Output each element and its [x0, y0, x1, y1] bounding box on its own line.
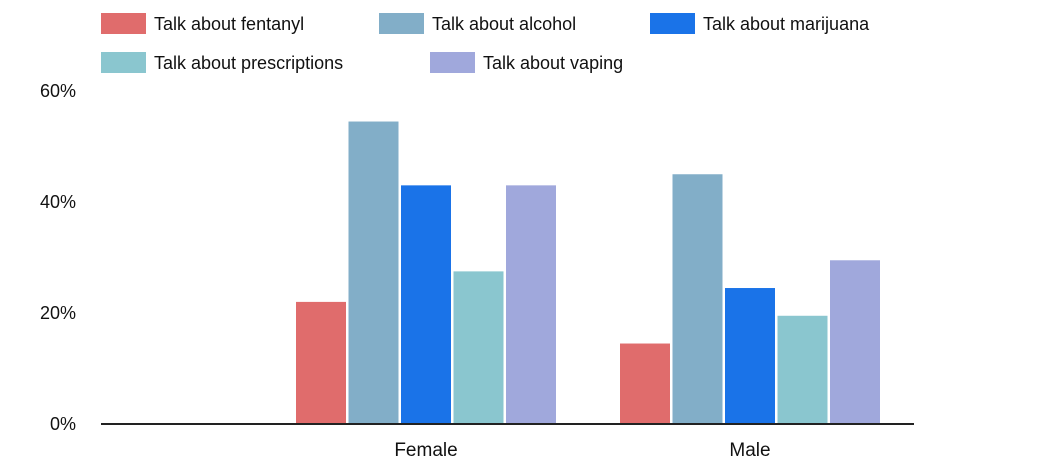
legend-label: Talk about prescriptions	[154, 53, 343, 73]
x-axis: Female Male	[394, 440, 770, 461]
bar	[401, 185, 451, 424]
legend-label: Talk about fentanyl	[154, 14, 304, 34]
bar	[830, 260, 880, 424]
legend-swatch	[101, 13, 146, 34]
legend-label: Talk about marijuana	[703, 14, 870, 34]
bar	[725, 288, 775, 424]
bars	[296, 121, 880, 425]
bar	[506, 185, 556, 424]
y-tick-label: 60%	[40, 81, 76, 101]
bar	[672, 174, 723, 424]
legend-label: Talk about vaping	[483, 53, 623, 73]
legend-label: Talk about alcohol	[432, 14, 576, 34]
bar	[620, 343, 670, 424]
bar	[348, 121, 399, 425]
bar	[296, 301, 346, 424]
bar	[453, 271, 504, 424]
y-tick-label: 40%	[40, 192, 76, 212]
legend-swatch	[101, 52, 146, 73]
legend: Talk about fentanyl Talk about alcohol Tal…	[101, 13, 870, 73]
y-axis: 0% 20% 40% 60%	[40, 81, 76, 434]
legend-swatch	[650, 13, 695, 34]
y-tick-label: 20%	[40, 303, 76, 323]
bar	[777, 315, 828, 424]
x-tick-label: Male	[729, 440, 770, 461]
legend-swatch	[430, 52, 475, 73]
x-tick-label: Female	[394, 440, 457, 461]
y-tick-label: 0%	[50, 414, 76, 434]
legend-swatch	[379, 13, 424, 34]
